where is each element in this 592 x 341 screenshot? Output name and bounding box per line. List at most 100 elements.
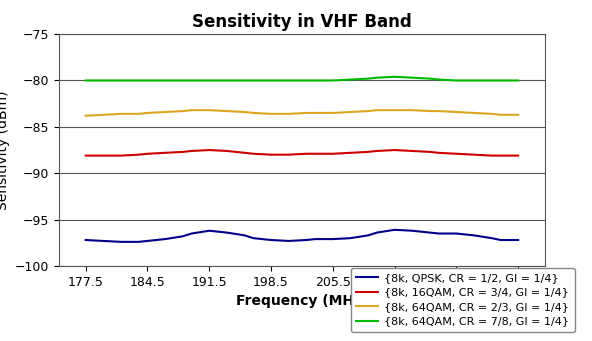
{8k, QPSK, CR = 1/2, GI = 1/4} <box>117 240 124 244</box>
{8k, 64QAM, CR = 7/8, GI = 1/4} <box>471 78 478 83</box>
{8k, QPSK, CR = 1/2, GI = 1/4} <box>82 238 89 242</box>
{8k, 64QAM, CR = 2/3, GI = 1/4} <box>135 112 142 116</box>
{8k, QPSK, CR = 1/2, GI = 1/4} <box>144 239 151 243</box>
{8k, 64QAM, CR = 7/8, GI = 1/4} <box>135 78 142 83</box>
{8k, 16QAM, CR = 3/4, GI = 1/4} <box>82 153 89 158</box>
{8k, 64QAM, CR = 2/3, GI = 1/4} <box>179 109 186 113</box>
{8k, QPSK, CR = 1/2, GI = 1/4} <box>408 229 416 233</box>
{8k, 16QAM, CR = 3/4, GI = 1/4} <box>488 153 496 158</box>
{8k, 64QAM, CR = 2/3, GI = 1/4} <box>144 111 151 115</box>
{8k, 16QAM, CR = 3/4, GI = 1/4} <box>435 151 442 155</box>
{8k, 64QAM, CR = 2/3, GI = 1/4} <box>311 111 318 115</box>
{8k, 64QAM, CR = 2/3, GI = 1/4} <box>426 109 433 113</box>
Legend: {8k, QPSK, CR = 1/2, GI = 1/4}, {8k, 16QAM, CR = 3/4, GI = 1/4}, {8k, 64QAM, CR : {8k, QPSK, CR = 1/2, GI = 1/4}, {8k, 16Q… <box>350 268 575 332</box>
{8k, 64QAM, CR = 7/8, GI = 1/4} <box>426 77 433 81</box>
{8k, 64QAM, CR = 2/3, GI = 1/4} <box>117 112 124 116</box>
{8k, 16QAM, CR = 3/4, GI = 1/4} <box>268 153 275 157</box>
{8k, 16QAM, CR = 3/4, GI = 1/4} <box>250 152 257 156</box>
{8k, 64QAM, CR = 2/3, GI = 1/4} <box>347 110 354 114</box>
{8k, 64QAM, CR = 2/3, GI = 1/4} <box>471 111 478 115</box>
{8k, 64QAM, CR = 7/8, GI = 1/4} <box>329 78 336 83</box>
{8k, QPSK, CR = 1/2, GI = 1/4} <box>100 239 107 243</box>
{8k, QPSK, CR = 1/2, GI = 1/4} <box>205 229 213 233</box>
{8k, 64QAM, CR = 2/3, GI = 1/4} <box>303 111 310 115</box>
{8k, 16QAM, CR = 3/4, GI = 1/4} <box>205 148 213 152</box>
{8k, 16QAM, CR = 3/4, GI = 1/4} <box>285 153 292 157</box>
{8k, QPSK, CR = 1/2, GI = 1/4} <box>426 231 433 235</box>
{8k, 64QAM, CR = 7/8, GI = 1/4} <box>188 78 195 83</box>
{8k, 64QAM, CR = 2/3, GI = 1/4} <box>268 112 275 116</box>
Line: {8k, 16QAM, CR = 3/4, GI = 1/4}: {8k, 16QAM, CR = 3/4, GI = 1/4} <box>86 150 518 155</box>
{8k, 16QAM, CR = 3/4, GI = 1/4} <box>117 153 124 158</box>
{8k, 16QAM, CR = 3/4, GI = 1/4} <box>100 153 107 158</box>
{8k, 64QAM, CR = 7/8, GI = 1/4} <box>250 78 257 83</box>
{8k, 64QAM, CR = 7/8, GI = 1/4} <box>205 78 213 83</box>
Y-axis label: Sensitivity (dBm): Sensitivity (dBm) <box>0 90 9 210</box>
Title: Sensitivity in VHF Band: Sensitivity in VHF Band <box>192 13 412 31</box>
{8k, 64QAM, CR = 2/3, GI = 1/4} <box>488 112 496 116</box>
{8k, 64QAM, CR = 7/8, GI = 1/4} <box>514 78 522 83</box>
{8k, 64QAM, CR = 7/8, GI = 1/4} <box>311 78 318 83</box>
{8k, QPSK, CR = 1/2, GI = 1/4} <box>514 238 522 242</box>
{8k, 64QAM, CR = 2/3, GI = 1/4} <box>329 111 336 115</box>
{8k, 64QAM, CR = 7/8, GI = 1/4} <box>374 76 381 80</box>
Line: {8k, 64QAM, CR = 2/3, GI = 1/4}: {8k, 64QAM, CR = 2/3, GI = 1/4} <box>86 110 518 116</box>
{8k, 64QAM, CR = 2/3, GI = 1/4} <box>453 110 460 114</box>
{8k, QPSK, CR = 1/2, GI = 1/4} <box>497 238 504 242</box>
{8k, 64QAM, CR = 7/8, GI = 1/4} <box>347 77 354 81</box>
{8k, 16QAM, CR = 3/4, GI = 1/4} <box>391 148 398 152</box>
{8k, 64QAM, CR = 7/8, GI = 1/4} <box>82 78 89 83</box>
{8k, QPSK, CR = 1/2, GI = 1/4} <box>188 232 195 236</box>
{8k, 16QAM, CR = 3/4, GI = 1/4} <box>135 153 142 157</box>
{8k, 16QAM, CR = 3/4, GI = 1/4} <box>453 152 460 156</box>
{8k, 64QAM, CR = 7/8, GI = 1/4} <box>241 78 248 83</box>
{8k, QPSK, CR = 1/2, GI = 1/4} <box>179 234 186 238</box>
{8k, 64QAM, CR = 2/3, GI = 1/4} <box>162 110 169 114</box>
{8k, 64QAM, CR = 2/3, GI = 1/4} <box>250 111 257 115</box>
{8k, QPSK, CR = 1/2, GI = 1/4} <box>347 236 354 240</box>
{8k, 64QAM, CR = 2/3, GI = 1/4} <box>391 108 398 112</box>
{8k, 16QAM, CR = 3/4, GI = 1/4} <box>497 153 504 158</box>
{8k, 64QAM, CR = 7/8, GI = 1/4} <box>117 78 124 83</box>
{8k, 64QAM, CR = 2/3, GI = 1/4} <box>374 108 381 112</box>
{8k, QPSK, CR = 1/2, GI = 1/4} <box>241 233 248 237</box>
{8k, QPSK, CR = 1/2, GI = 1/4} <box>303 238 310 242</box>
{8k, 64QAM, CR = 2/3, GI = 1/4} <box>205 108 213 112</box>
{8k, QPSK, CR = 1/2, GI = 1/4} <box>365 233 372 237</box>
{8k, 64QAM, CR = 2/3, GI = 1/4} <box>435 109 442 113</box>
{8k, 16QAM, CR = 3/4, GI = 1/4} <box>188 149 195 153</box>
{8k, 16QAM, CR = 3/4, GI = 1/4} <box>514 153 522 158</box>
X-axis label: Frequency (MHz): Frequency (MHz) <box>236 294 368 308</box>
{8k, 64QAM, CR = 7/8, GI = 1/4} <box>285 78 292 83</box>
{8k, QPSK, CR = 1/2, GI = 1/4} <box>162 237 169 241</box>
{8k, 16QAM, CR = 3/4, GI = 1/4} <box>347 151 354 155</box>
{8k, 16QAM, CR = 3/4, GI = 1/4} <box>311 152 318 156</box>
{8k, 64QAM, CR = 7/8, GI = 1/4} <box>162 78 169 83</box>
{8k, QPSK, CR = 1/2, GI = 1/4} <box>135 240 142 244</box>
{8k, 64QAM, CR = 2/3, GI = 1/4} <box>365 109 372 113</box>
{8k, 64QAM, CR = 2/3, GI = 1/4} <box>188 108 195 112</box>
{8k, 16QAM, CR = 3/4, GI = 1/4} <box>303 152 310 156</box>
{8k, QPSK, CR = 1/2, GI = 1/4} <box>285 239 292 243</box>
{8k, QPSK, CR = 1/2, GI = 1/4} <box>311 237 318 241</box>
{8k, 64QAM, CR = 2/3, GI = 1/4} <box>223 109 230 113</box>
{8k, 64QAM, CR = 7/8, GI = 1/4} <box>365 77 372 81</box>
{8k, QPSK, CR = 1/2, GI = 1/4} <box>471 233 478 237</box>
{8k, 16QAM, CR = 3/4, GI = 1/4} <box>365 150 372 154</box>
{8k, QPSK, CR = 1/2, GI = 1/4} <box>268 238 275 242</box>
{8k, 64QAM, CR = 7/8, GI = 1/4} <box>179 78 186 83</box>
{8k, 64QAM, CR = 2/3, GI = 1/4} <box>514 113 522 117</box>
{8k, 64QAM, CR = 2/3, GI = 1/4} <box>408 108 416 112</box>
{8k, QPSK, CR = 1/2, GI = 1/4} <box>435 232 442 236</box>
{8k, 64QAM, CR = 7/8, GI = 1/4} <box>100 78 107 83</box>
{8k, QPSK, CR = 1/2, GI = 1/4} <box>329 237 336 241</box>
{8k, 16QAM, CR = 3/4, GI = 1/4} <box>374 149 381 153</box>
{8k, 16QAM, CR = 3/4, GI = 1/4} <box>471 153 478 157</box>
{8k, 64QAM, CR = 7/8, GI = 1/4} <box>268 78 275 83</box>
{8k, 64QAM, CR = 7/8, GI = 1/4} <box>488 78 496 83</box>
{8k, QPSK, CR = 1/2, GI = 1/4} <box>391 228 398 232</box>
{8k, 64QAM, CR = 7/8, GI = 1/4} <box>453 78 460 83</box>
{8k, 64QAM, CR = 7/8, GI = 1/4} <box>223 78 230 83</box>
{8k, QPSK, CR = 1/2, GI = 1/4} <box>250 236 257 240</box>
{8k, 64QAM, CR = 2/3, GI = 1/4} <box>241 110 248 114</box>
